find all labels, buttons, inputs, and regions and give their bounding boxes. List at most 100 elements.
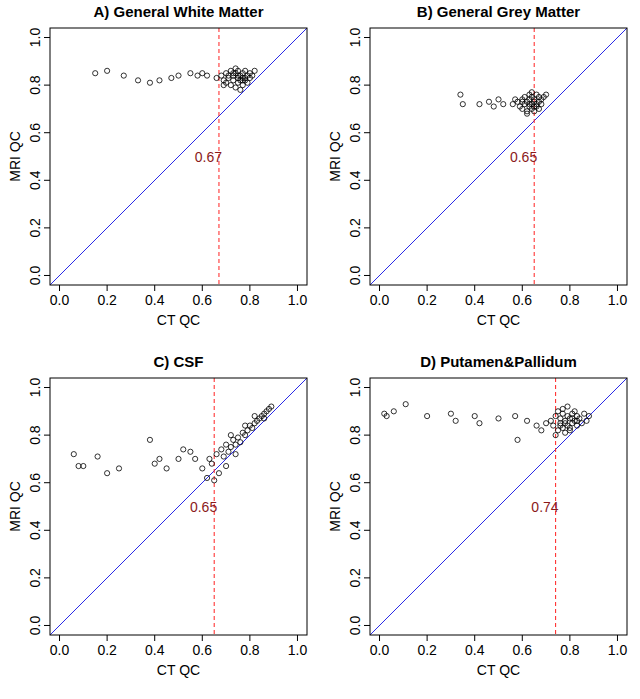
point <box>529 90 534 95</box>
x-axis-label: CT QC <box>157 312 200 328</box>
point <box>553 433 558 438</box>
point <box>532 109 537 114</box>
y-tick <box>364 180 370 181</box>
x-tick <box>522 285 523 291</box>
point <box>204 73 209 78</box>
x-tick <box>379 635 380 641</box>
x-tick <box>154 285 155 291</box>
point <box>534 423 539 428</box>
y-axis-label: MRI QC <box>327 481 343 532</box>
x-tick-label: 0.4 <box>465 292 485 308</box>
y-tick <box>364 530 370 531</box>
point <box>536 94 541 99</box>
x-tick <box>474 285 475 291</box>
x-tick <box>202 285 203 291</box>
point <box>181 447 186 452</box>
y-tick-label: 0.8 <box>347 425 363 445</box>
frame <box>370 378 627 635</box>
x-tick-label: 0.8 <box>560 642 580 658</box>
x-tick-label: 0.0 <box>50 642 70 658</box>
identity-line <box>370 378 627 635</box>
point <box>453 418 458 423</box>
point <box>524 418 529 423</box>
x-tick-label: 1.0 <box>288 642 308 658</box>
point <box>228 433 233 438</box>
y-tick <box>44 625 50 626</box>
title: A) General White Matter <box>93 3 263 20</box>
x-tick <box>427 285 428 291</box>
point <box>204 475 209 480</box>
point <box>93 71 98 76</box>
point <box>238 87 243 92</box>
point <box>116 466 121 471</box>
point <box>147 80 152 85</box>
x-tick <box>154 635 155 641</box>
y-tick <box>364 85 370 86</box>
y-tick <box>44 132 50 133</box>
y-tick-label: 0.2 <box>27 218 43 238</box>
point <box>491 104 496 109</box>
y-tick <box>364 577 370 578</box>
x-tick-label: 0.6 <box>513 642 533 658</box>
y-tick <box>364 37 370 38</box>
y-tick <box>44 227 50 228</box>
y-tick <box>44 577 50 578</box>
x-tick-label: 1.0 <box>608 292 628 308</box>
point <box>551 423 556 428</box>
point <box>219 447 224 452</box>
point <box>563 421 568 426</box>
threshold-label: 0.65 <box>190 499 217 515</box>
x-tick <box>297 635 298 641</box>
point <box>243 423 248 428</box>
point <box>188 71 193 76</box>
x-tick <box>617 285 618 291</box>
point <box>496 97 501 102</box>
point <box>472 413 477 418</box>
x-tick-label: 0.2 <box>417 292 437 308</box>
point <box>477 421 482 426</box>
y-tick-label: 0.4 <box>347 520 363 540</box>
x-axis-label: CT QC <box>477 312 520 328</box>
point <box>169 75 174 80</box>
title: B) General Grey Matter <box>417 3 581 20</box>
point <box>157 456 162 461</box>
y-tick-label: 0.2 <box>347 568 363 588</box>
point <box>425 413 430 418</box>
y-tick <box>44 435 50 436</box>
identity-line <box>50 378 307 635</box>
point <box>520 99 525 104</box>
point <box>176 456 181 461</box>
frame <box>370 28 627 285</box>
point <box>71 452 76 457</box>
y-tick-label: 0.4 <box>347 170 363 190</box>
x-axis-label: CT QC <box>477 662 520 678</box>
panel: D) Putamen&Pallidum0.740.00.20.40.60.81.… <box>327 353 627 678</box>
point <box>214 452 219 457</box>
y-axis-label: MRI QC <box>7 131 23 182</box>
y-tick-label: 0.0 <box>347 616 363 636</box>
point <box>212 478 217 483</box>
point <box>188 449 193 454</box>
y-tick-label: 1.0 <box>347 378 363 398</box>
point <box>164 466 169 471</box>
point <box>240 78 245 83</box>
y-tick <box>364 435 370 436</box>
y-tick-label: 0.6 <box>27 473 43 493</box>
y-tick-label: 0.6 <box>347 123 363 143</box>
point <box>233 452 238 457</box>
point <box>543 92 548 97</box>
x-tick-label: 0.0 <box>50 292 70 308</box>
point <box>209 461 214 466</box>
y-tick <box>44 85 50 86</box>
panel: A) General White Matter0.670.00.20.40.60… <box>7 3 307 328</box>
x-tick-label: 0.6 <box>193 642 213 658</box>
frame <box>50 378 307 635</box>
x-tick <box>379 285 380 291</box>
point <box>176 73 181 78</box>
point <box>252 68 257 73</box>
x-tick <box>474 635 475 641</box>
title: D) Putamen&Pallidum <box>420 353 577 370</box>
point <box>570 416 575 421</box>
x-tick-label: 0.2 <box>417 642 437 658</box>
point <box>448 411 453 416</box>
